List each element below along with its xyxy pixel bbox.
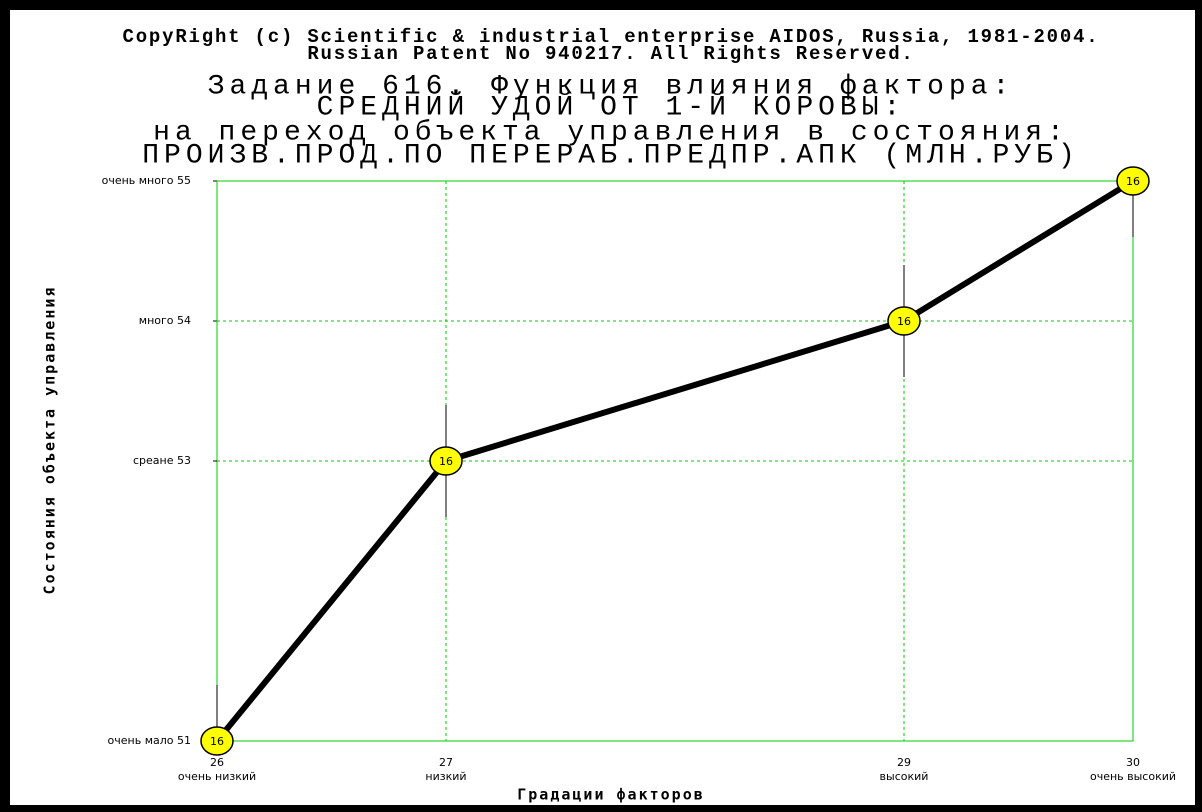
- x-tick-name: высокий: [880, 770, 929, 783]
- point-label: 16: [897, 315, 911, 328]
- x-tick-name: очень низкий: [178, 770, 256, 783]
- x-tick-label: 27: [439, 756, 453, 769]
- copyright: CopyRight (c) Scientific & industrial en…: [123, 26, 1100, 48]
- x-tick-label: 26: [210, 756, 224, 769]
- marker: [1116, 166, 1150, 196]
- chart-title: ПРОИЗВ.ПРОД.ПО ПЕРЕРАБ.ПРЕДПР.АПК (МЛН.Р…: [142, 140, 1080, 171]
- point-label: 16: [1126, 175, 1140, 188]
- marker: [429, 446, 463, 476]
- x-tick-name: низкий: [425, 770, 466, 783]
- point-label: 16: [210, 735, 224, 748]
- x-tick-label: 30: [1126, 756, 1140, 769]
- marker: [200, 726, 234, 756]
- chart-title: Задание 616. Функция влияния фактора:: [208, 71, 1015, 102]
- marker: [887, 306, 921, 336]
- y-tick-label: очень много 55: [102, 174, 191, 187]
- y-tick-label: среане 53: [133, 454, 191, 467]
- x-axis-label: Градации факторов: [517, 786, 705, 804]
- y-tick-label: очень мало 51: [108, 734, 191, 747]
- point-label: 16: [439, 455, 453, 468]
- copyright: Russian Patent No 940217. All Rights Res…: [307, 43, 914, 65]
- x-tick-name: очень высокий: [1090, 770, 1176, 783]
- line: [214, 178, 1135, 743]
- y-tick-label: много 54: [139, 314, 191, 327]
- x-tick-label: 29: [897, 756, 911, 769]
- chart-title: на переход объекта управления в состояни…: [153, 117, 1069, 148]
- chart-title: СРЕДНИЙ УДОЙ ОТ 1-Й КОРОВЫ:: [317, 91, 906, 123]
- window: [10, 10, 1195, 805]
- y-axis-label: Состояния объекта управления: [41, 286, 59, 595]
